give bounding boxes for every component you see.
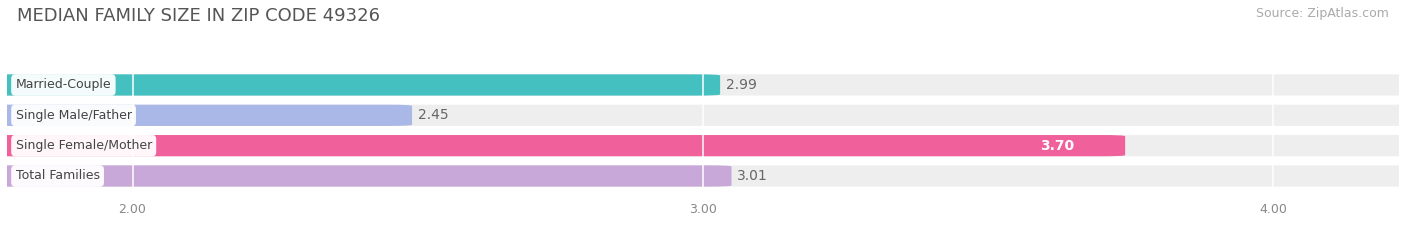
Text: Married-Couple: Married-Couple (15, 79, 111, 92)
Text: 3.70: 3.70 (1039, 139, 1074, 153)
FancyBboxPatch shape (0, 165, 1406, 187)
Text: Source: ZipAtlas.com: Source: ZipAtlas.com (1256, 7, 1389, 20)
FancyBboxPatch shape (0, 105, 412, 126)
FancyBboxPatch shape (0, 135, 1406, 156)
FancyBboxPatch shape (0, 165, 731, 187)
FancyBboxPatch shape (0, 74, 720, 96)
Text: Total Families: Total Families (15, 169, 100, 182)
FancyBboxPatch shape (0, 74, 1406, 96)
Text: Single Female/Mother: Single Female/Mother (15, 139, 152, 152)
Text: MEDIAN FAMILY SIZE IN ZIP CODE 49326: MEDIAN FAMILY SIZE IN ZIP CODE 49326 (17, 7, 380, 25)
FancyBboxPatch shape (0, 135, 1125, 156)
Text: Single Male/Father: Single Male/Father (15, 109, 132, 122)
Text: 3.01: 3.01 (737, 169, 768, 183)
Text: 2.99: 2.99 (725, 78, 756, 92)
FancyBboxPatch shape (0, 105, 1406, 126)
Text: 2.45: 2.45 (418, 108, 449, 122)
